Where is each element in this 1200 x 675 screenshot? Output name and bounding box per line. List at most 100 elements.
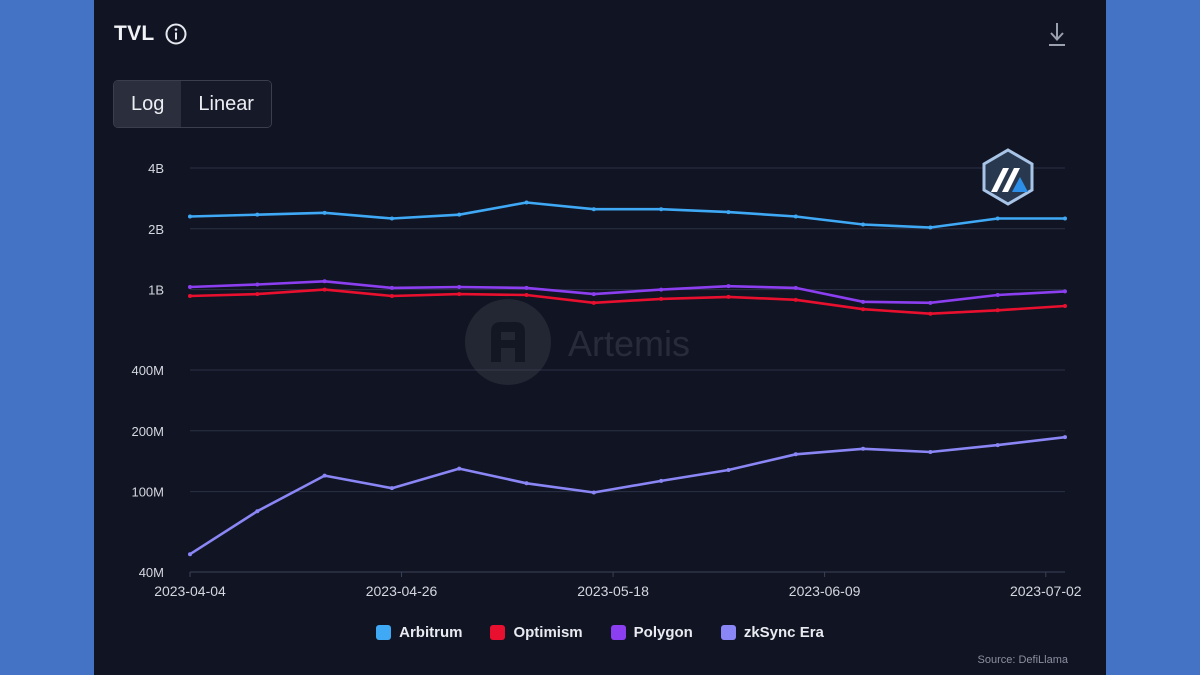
y-tick-label: 200M	[131, 424, 164, 439]
grid-lines	[190, 167, 1065, 573]
series-line-polygon	[188, 280, 1067, 305]
legend-swatch	[610, 625, 626, 640]
data-point-arbitrum	[995, 216, 1000, 221]
data-point-optimism	[659, 296, 664, 301]
data-point-optimism	[524, 293, 529, 298]
data-point-optimism	[188, 293, 192, 298]
scale-option-log[interactable]: Log	[114, 81, 182, 127]
data-point-optimism	[726, 294, 731, 299]
legend-label: Polygon	[633, 624, 693, 641]
legend-swatch	[376, 625, 392, 640]
data-point-polygon	[928, 300, 933, 305]
legend-item-zksync-era[interactable]: zkSync Era	[720, 624, 824, 641]
legend-swatch	[490, 625, 506, 640]
data-point-polygon	[861, 299, 866, 304]
data-point-arbitrum	[861, 222, 866, 227]
y-axis: 40M 100M 200M 400M 1B 2B 4B	[131, 161, 1065, 580]
x-tick-label: 2023-05-18	[577, 583, 649, 599]
x-tick-label: 2023-04-26	[366, 583, 438, 599]
data-point-polygon	[726, 284, 731, 289]
data-point-arbitrum	[726, 210, 731, 215]
watermark: Artemis	[465, 299, 690, 385]
y-tick-label: 2B	[148, 222, 164, 237]
data-point-zksync-era	[389, 486, 394, 491]
data-point-zksync-era	[188, 552, 192, 557]
x-tick-label: 2023-04-04	[154, 583, 226, 599]
data-point-zksync-era	[995, 443, 1000, 448]
chart-title: TVL	[114, 22, 155, 45]
y-tick-label: 40M	[139, 565, 164, 580]
data-point-zksync-era	[861, 446, 866, 451]
data-point-polygon	[322, 279, 327, 284]
scale-toggle: Log Linear	[113, 80, 272, 128]
info-icon[interactable]	[165, 23, 187, 45]
data-point-optimism	[928, 311, 933, 316]
data-point-zksync-era	[524, 481, 529, 486]
scale-option-linear[interactable]: Linear	[181, 81, 271, 127]
data-point-zksync-era	[457, 466, 462, 471]
data-point-zksync-era	[591, 490, 596, 495]
legend-item-optimism[interactable]: Optimism	[490, 624, 583, 641]
series-line-optimism	[188, 288, 1067, 315]
data-point-zksync-era	[793, 452, 798, 457]
series-line-zksync-era	[188, 435, 1067, 556]
tvl-line-chart: Artemis 40M 100M 200M 400M 1B 2B 4B 2023-04-04…	[131, 148, 1082, 599]
data-point-polygon	[591, 292, 596, 297]
y-tick-label: 4B	[148, 161, 164, 176]
data-point-zksync-era	[322, 473, 327, 478]
header: TVL	[114, 18, 187, 50]
series-lines	[188, 200, 1067, 557]
data-point-arbitrum	[188, 214, 192, 219]
y-tick-label: 100M	[131, 485, 164, 500]
legend-label: Optimism	[513, 624, 583, 641]
data-point-arbitrum	[793, 214, 798, 219]
artemis-logo-icon	[465, 299, 551, 385]
data-point-arbitrum	[591, 207, 596, 212]
data-point-zksync-era	[659, 478, 664, 483]
data-point-arbitrum	[659, 207, 664, 212]
data-point-arbitrum	[389, 216, 394, 221]
data-point-polygon	[255, 282, 260, 287]
data-point-arbitrum	[322, 210, 327, 215]
data-point-optimism	[1063, 303, 1067, 308]
legend-label: zkSync Era	[743, 624, 824, 641]
y-tick-label: 1B	[148, 283, 164, 298]
data-point-polygon	[457, 285, 462, 290]
y-tick-label: 400M	[131, 363, 164, 378]
data-point-arbitrum	[255, 212, 260, 217]
data-point-optimism	[793, 297, 798, 302]
data-point-zksync-era	[726, 467, 731, 472]
data-point-optimism	[457, 292, 462, 297]
download-icon[interactable]	[1044, 20, 1070, 50]
source-note: Source: DefiLlama	[977, 654, 1069, 666]
data-point-zksync-era	[928, 450, 933, 455]
legend-label: Arbitrum	[399, 624, 463, 641]
data-point-arbitrum	[928, 225, 933, 230]
data-point-zksync-era	[1063, 435, 1067, 440]
data-point-polygon	[188, 285, 192, 290]
series-line-arbitrum	[188, 201, 1067, 229]
data-point-optimism	[861, 307, 866, 312]
data-point-polygon	[995, 293, 1000, 298]
data-point-arbitrum	[524, 200, 529, 205]
data-point-polygon	[389, 285, 394, 290]
data-point-arbitrum	[457, 212, 462, 217]
legend: Arbitrum Optimism Polygon zkSync Era	[94, 624, 1106, 641]
data-point-polygon	[659, 287, 664, 292]
tvl-card: TVL Log Linear Artemis 40M 100M 200M 400M 1B…	[94, 0, 1106, 675]
data-point-polygon	[524, 285, 529, 290]
data-point-zksync-era	[255, 509, 260, 514]
legend-item-arbitrum[interactable]: Arbitrum	[376, 624, 462, 641]
data-point-optimism	[389, 293, 394, 298]
data-point-optimism	[591, 300, 596, 305]
data-point-polygon	[793, 285, 798, 290]
data-point-polygon	[1063, 289, 1067, 294]
data-point-optimism	[995, 308, 1000, 313]
x-tick-label: 2023-06-09	[789, 583, 861, 599]
data-point-arbitrum	[1063, 216, 1067, 221]
watermark-text: Artemis	[568, 323, 690, 364]
data-point-optimism	[322, 287, 327, 292]
x-axis: 2023-04-04 2023-04-26 2023-05-18 2023-06-09…	[154, 572, 1082, 599]
legend-swatch	[720, 625, 736, 640]
legend-item-polygon[interactable]: Polygon	[610, 624, 693, 641]
